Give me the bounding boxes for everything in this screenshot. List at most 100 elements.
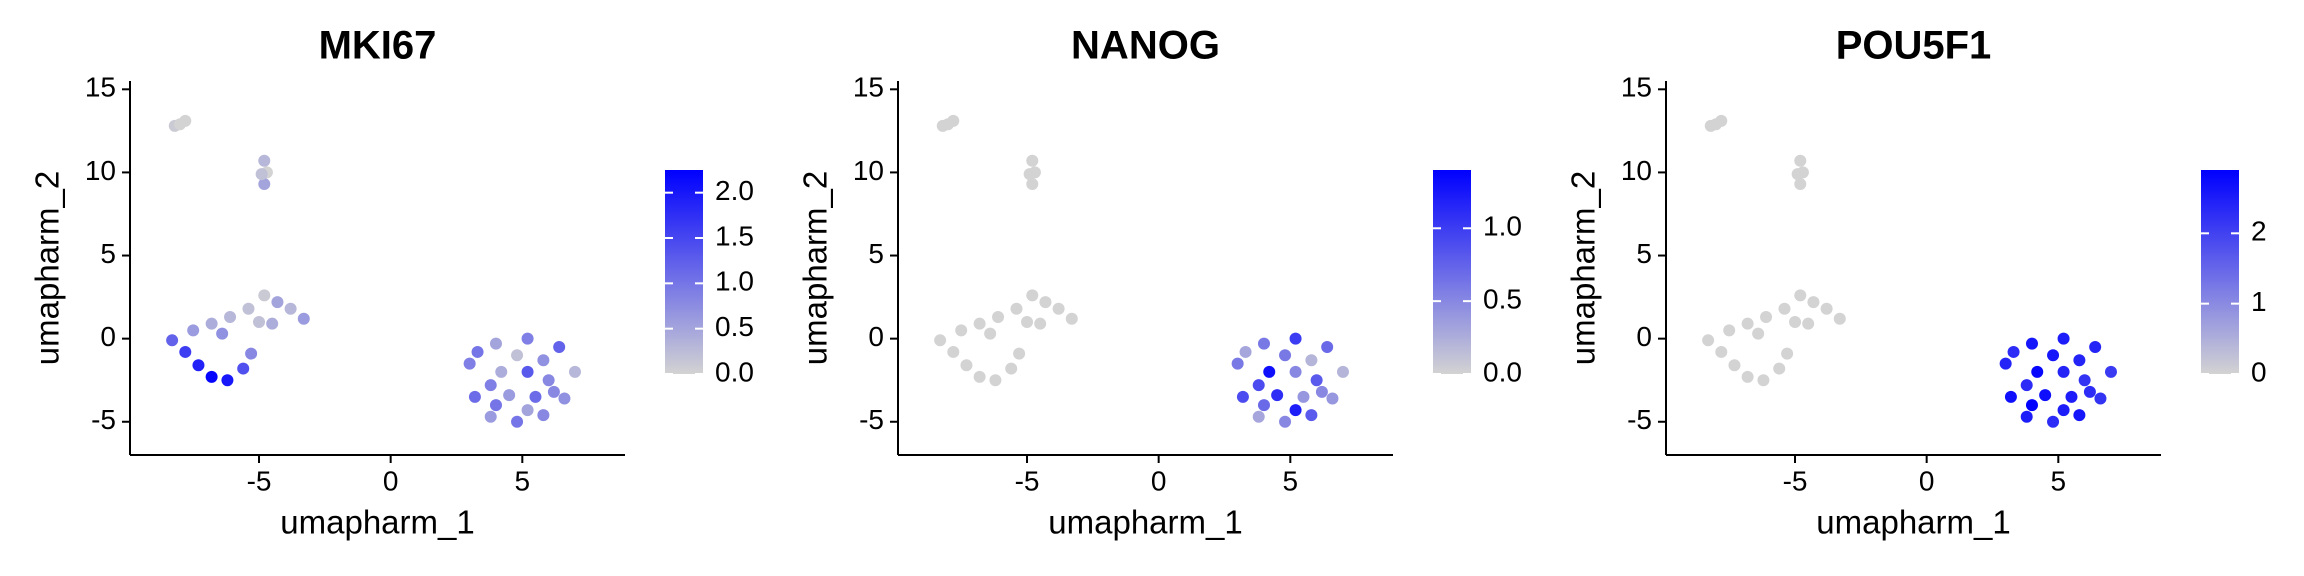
x-tick-label: 0 [1151,465,1167,496]
cell-point [253,316,266,329]
cell-point [255,168,268,181]
x-tick-label: 5 [2051,465,2067,496]
cell-point [934,334,947,347]
cell-point [1752,327,1765,340]
cell-point [1820,302,1833,315]
cell-point [1279,349,1292,362]
y-tick-label: 10 [853,155,884,186]
cell-point [484,410,497,423]
cell-point [258,154,271,167]
y-tick-label: 0 [868,321,884,352]
cell-point [1289,365,1302,378]
cell-point [1289,404,1302,417]
cell-point [992,311,1005,324]
cell-point [2065,390,2078,403]
cell-point [1321,340,1334,353]
cell-point [2083,385,2096,398]
y-axis-label: umapharm_2 [29,171,66,365]
cell-point [2031,365,2044,378]
y-tick-label: 0 [100,321,116,352]
cell-point [1999,357,2012,370]
cell-point [205,317,218,330]
cell-point [1778,302,1791,315]
cell-point [521,404,534,417]
cell-point [1315,385,1328,398]
cell-point [245,347,258,360]
cell-point [2047,349,2060,362]
cell-point [558,392,571,405]
cell-point [258,178,271,191]
colorbar-tick-label: 1.0 [715,266,754,297]
y-tick-label: 10 [1621,155,1652,186]
colorbar-tick-label: 2 [2251,216,2267,247]
cell-point [973,317,986,330]
y-tick-label: 5 [100,238,116,269]
colorbar-tick-label: 1.0 [1483,211,1522,242]
x-tick-label: -5 [1783,465,1808,496]
cell-point [166,334,179,347]
cell-point [187,324,200,337]
cell-point [1741,370,1754,383]
cell-point [1236,390,1249,403]
cell-point [1052,302,1065,315]
y-tick-label: 15 [853,72,884,103]
colorbar-tick-label: 0.0 [715,356,754,387]
x-tick-label: -5 [247,465,272,496]
cell-point [511,415,524,428]
cell-point [2073,354,2086,367]
cell-point [258,289,271,302]
chart-title: POU5F1 [1836,24,1992,68]
cell-point [237,362,250,375]
panel: NANOG -5 0 5 -5 0 5 10 15 umapharm_1 umapharm_2 0.0… [797,24,1522,541]
cell-point [973,370,986,383]
cell-point [205,370,218,383]
x-axis-label: umapharm_1 [1048,504,1242,541]
cell-point [989,374,1002,387]
colorbar [1433,170,1471,374]
cell-point [484,379,497,392]
cell-point [489,399,502,412]
cell-point [2020,410,2033,423]
colorbar [665,170,703,374]
cell-point [2047,415,2060,428]
x-axis-label: umapharm_1 [1816,504,2010,541]
cell-point [1026,178,1039,191]
cell-point [1760,311,1773,324]
cell-point [2025,337,2038,350]
cell-point [1023,168,1036,181]
cell-point [1807,296,1820,309]
cell-point [1326,392,1339,405]
cell-point [284,302,297,315]
cell-point [2073,409,2086,422]
cell-point [2057,332,2070,345]
cell-point [1310,374,1323,387]
cell-point [468,390,481,403]
cell-point [1702,334,1715,347]
y-axis-label: umapharm_2 [1565,171,1602,365]
cell-point [511,349,524,362]
y-tick-label: -5 [1627,404,1652,435]
cell-point [1802,317,1815,330]
cell-point [1289,332,1302,345]
cell-point [192,359,205,372]
cell-point [1263,365,1276,378]
cell-point [1794,178,1807,191]
cell-point [521,332,534,345]
x-axis-label: umapharm_1 [280,504,474,541]
cell-point [2094,392,2107,405]
y-axis-label: umapharm_2 [797,171,834,365]
cell-point [1026,289,1039,302]
y-tick-label: 15 [85,72,116,103]
cell-point [955,324,968,337]
cell-point [2007,345,2020,358]
colorbar-tick-label: 0 [2251,356,2267,387]
cell-point [1773,362,1786,375]
cell-point [1757,374,1770,387]
cell-point [947,345,960,358]
cell-point [1026,154,1039,167]
x-tick-label: 0 [383,465,399,496]
cell-point [495,365,508,378]
cell-point [1279,415,1292,428]
cell-point [1723,324,1736,337]
cell-point [1336,365,1349,378]
